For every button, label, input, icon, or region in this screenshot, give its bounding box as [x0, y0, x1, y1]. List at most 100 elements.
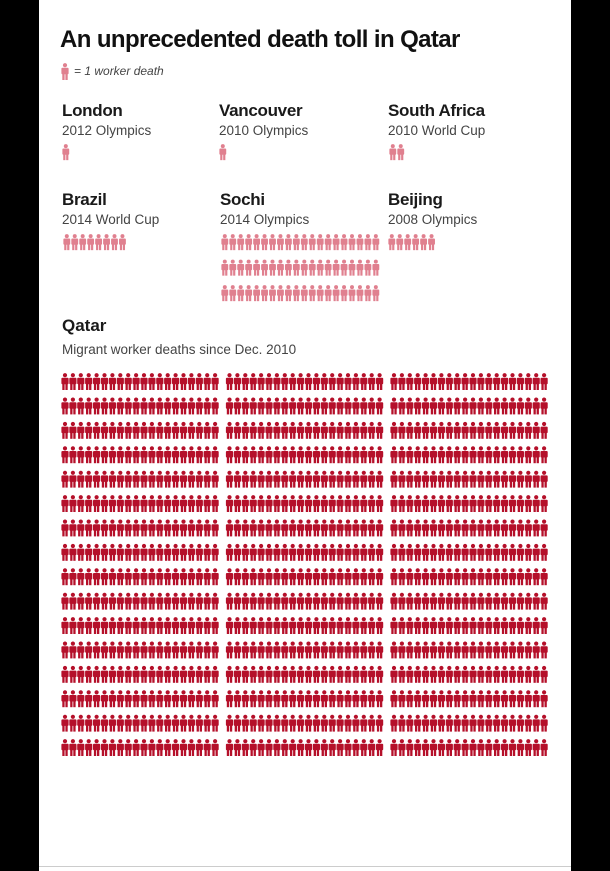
person-icon	[445, 470, 453, 488]
person-icon	[195, 519, 203, 537]
person-icon	[93, 690, 101, 708]
person-icon	[376, 665, 384, 683]
person-icon	[461, 446, 469, 464]
person-icon	[265, 714, 273, 732]
person-icon	[233, 739, 241, 756]
person-icon	[273, 690, 281, 708]
person-icon	[540, 739, 548, 756]
person-icon	[453, 421, 461, 439]
icons-south-africa	[389, 144, 407, 170]
person-icon	[320, 470, 328, 488]
person-icon	[501, 421, 509, 439]
person-icon	[376, 690, 384, 708]
person-icon	[257, 592, 265, 610]
person-icon	[277, 259, 284, 276]
person-icon	[344, 568, 352, 586]
person-icon	[422, 714, 430, 732]
event-name: 2008 Olympics	[388, 212, 478, 227]
person-icon	[203, 568, 211, 586]
person-icon	[493, 665, 501, 683]
person-icon	[429, 543, 438, 561]
person-icon	[540, 568, 548, 586]
person-icon	[332, 285, 340, 302]
person-icon	[273, 397, 281, 415]
person-icon	[281, 739, 289, 756]
person-icon	[241, 617, 249, 634]
person-icon	[281, 714, 289, 732]
person-icon	[253, 259, 261, 276]
person-icon	[461, 543, 469, 561]
person-icon	[85, 421, 93, 439]
person-icon	[429, 665, 438, 683]
person-icon	[179, 592, 188, 610]
person-icon	[297, 397, 305, 415]
person-icon	[461, 495, 469, 512]
person-icon	[289, 421, 297, 439]
person-icon	[328, 543, 336, 561]
person-icon	[360, 641, 368, 659]
person-icon	[281, 495, 289, 512]
person-icon	[187, 714, 195, 732]
person-icon	[257, 665, 265, 683]
person-icon	[289, 446, 297, 464]
person-icon	[508, 470, 517, 488]
person-icon	[469, 641, 477, 659]
person-icon	[422, 519, 430, 537]
person-icon	[132, 446, 140, 464]
person-icon	[297, 641, 305, 659]
person-icon	[297, 568, 305, 586]
cell-sochi: Sochi 2014 Olympics	[220, 190, 309, 229]
person-icon	[304, 714, 313, 732]
person-icon	[477, 397, 485, 415]
person-icon	[429, 373, 438, 390]
person-icon	[85, 739, 93, 756]
person-icon	[132, 641, 140, 659]
person-icon	[390, 739, 398, 756]
person-icon	[77, 617, 85, 634]
person-icon	[203, 446, 211, 464]
person-icon	[312, 690, 320, 708]
person-icon	[304, 373, 313, 390]
person-icon	[372, 234, 380, 251]
person-icon	[469, 714, 477, 732]
person-icon	[124, 543, 132, 561]
person-icon	[469, 519, 477, 537]
person-icon	[312, 641, 320, 659]
person-icon	[445, 592, 453, 610]
icons-qatar	[61, 373, 555, 763]
person-icon	[164, 641, 172, 659]
person-icon	[524, 690, 532, 708]
person-icon	[477, 617, 485, 634]
person-icon	[179, 543, 188, 561]
person-icon	[508, 568, 517, 586]
person-icon	[368, 641, 376, 659]
person-icon	[516, 739, 524, 756]
person-icon	[328, 568, 336, 586]
person-icon	[344, 519, 352, 537]
person-icon	[249, 714, 257, 732]
person-icon	[376, 495, 384, 512]
person-icon	[289, 690, 297, 708]
person-icon	[445, 665, 453, 683]
person-icon	[324, 234, 332, 251]
person-icon	[389, 144, 397, 161]
person-icon	[352, 543, 360, 561]
person-icon	[108, 470, 116, 488]
person-icon	[352, 519, 360, 537]
person-icon	[124, 373, 132, 390]
person-icon	[85, 592, 93, 610]
person-icon	[320, 617, 328, 634]
person-icon	[211, 592, 219, 610]
person-icon	[360, 617, 368, 634]
person-icon	[461, 421, 469, 439]
person-icon	[116, 714, 124, 732]
person-icon	[524, 714, 532, 732]
person-icon	[225, 641, 234, 659]
person-icon	[453, 592, 461, 610]
person-icon	[453, 714, 461, 732]
person-icon	[398, 519, 406, 537]
person-icon	[179, 568, 188, 586]
person-icon	[422, 568, 430, 586]
person-icon	[156, 397, 164, 415]
person-icon	[140, 373, 148, 390]
